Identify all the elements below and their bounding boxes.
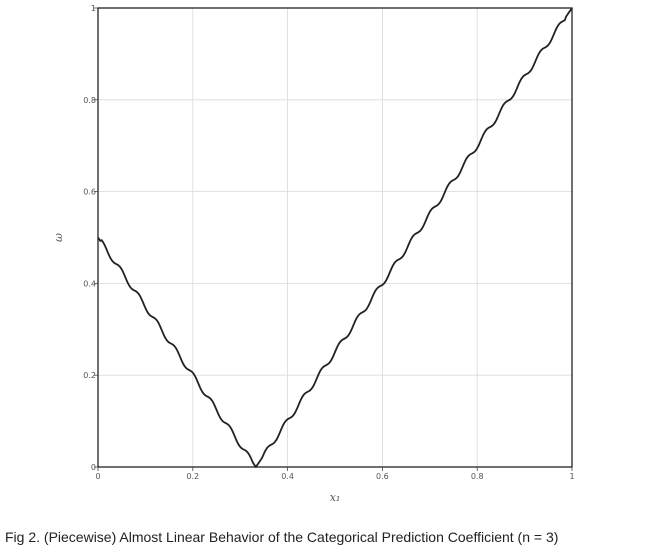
- y-tick-label: 0.2: [83, 371, 96, 380]
- y-tick-label: 0.6: [83, 188, 96, 197]
- y-tick-label: 0: [91, 463, 96, 472]
- x-tick-label: 0: [95, 472, 100, 481]
- line-chart: 0 0.2 0.4 0.6 0.8 1 0 0.2 0.4 0.6 0.8 1 x₁ ω: [52, 4, 575, 504]
- y-tick-label: 0.4: [83, 279, 96, 288]
- x-tick-label: 1: [569, 472, 574, 481]
- figure: 0 0.2 0.4 0.6 0.8 1 0 0.2 0.4 0.6 0.8 1 x₁ ω: [52, 4, 575, 504]
- x-tick-label: 0.2: [186, 472, 199, 481]
- x-tick-label: 0.4: [281, 472, 294, 481]
- y-tick-label: 1: [91, 4, 96, 13]
- y-tick-label: 0.8: [83, 96, 96, 105]
- series-line: [97, 7, 573, 468]
- x-axis-label: x₁: [330, 491, 341, 504]
- axis-ticks: 0 0.2 0.4 0.6 0.8 1 0 0.2 0.4 0.6 0.8 1: [83, 4, 574, 481]
- x-tick-label: 0.8: [471, 472, 484, 481]
- figure-caption: Fig 2. (Piecewise) Almost Linear Behavio…: [5, 529, 559, 545]
- x-tick-label: 0.6: [376, 472, 389, 481]
- y-axis-label: ω: [52, 233, 65, 242]
- grid-lines: [98, 8, 572, 467]
- plot-frame: [97, 7, 573, 468]
